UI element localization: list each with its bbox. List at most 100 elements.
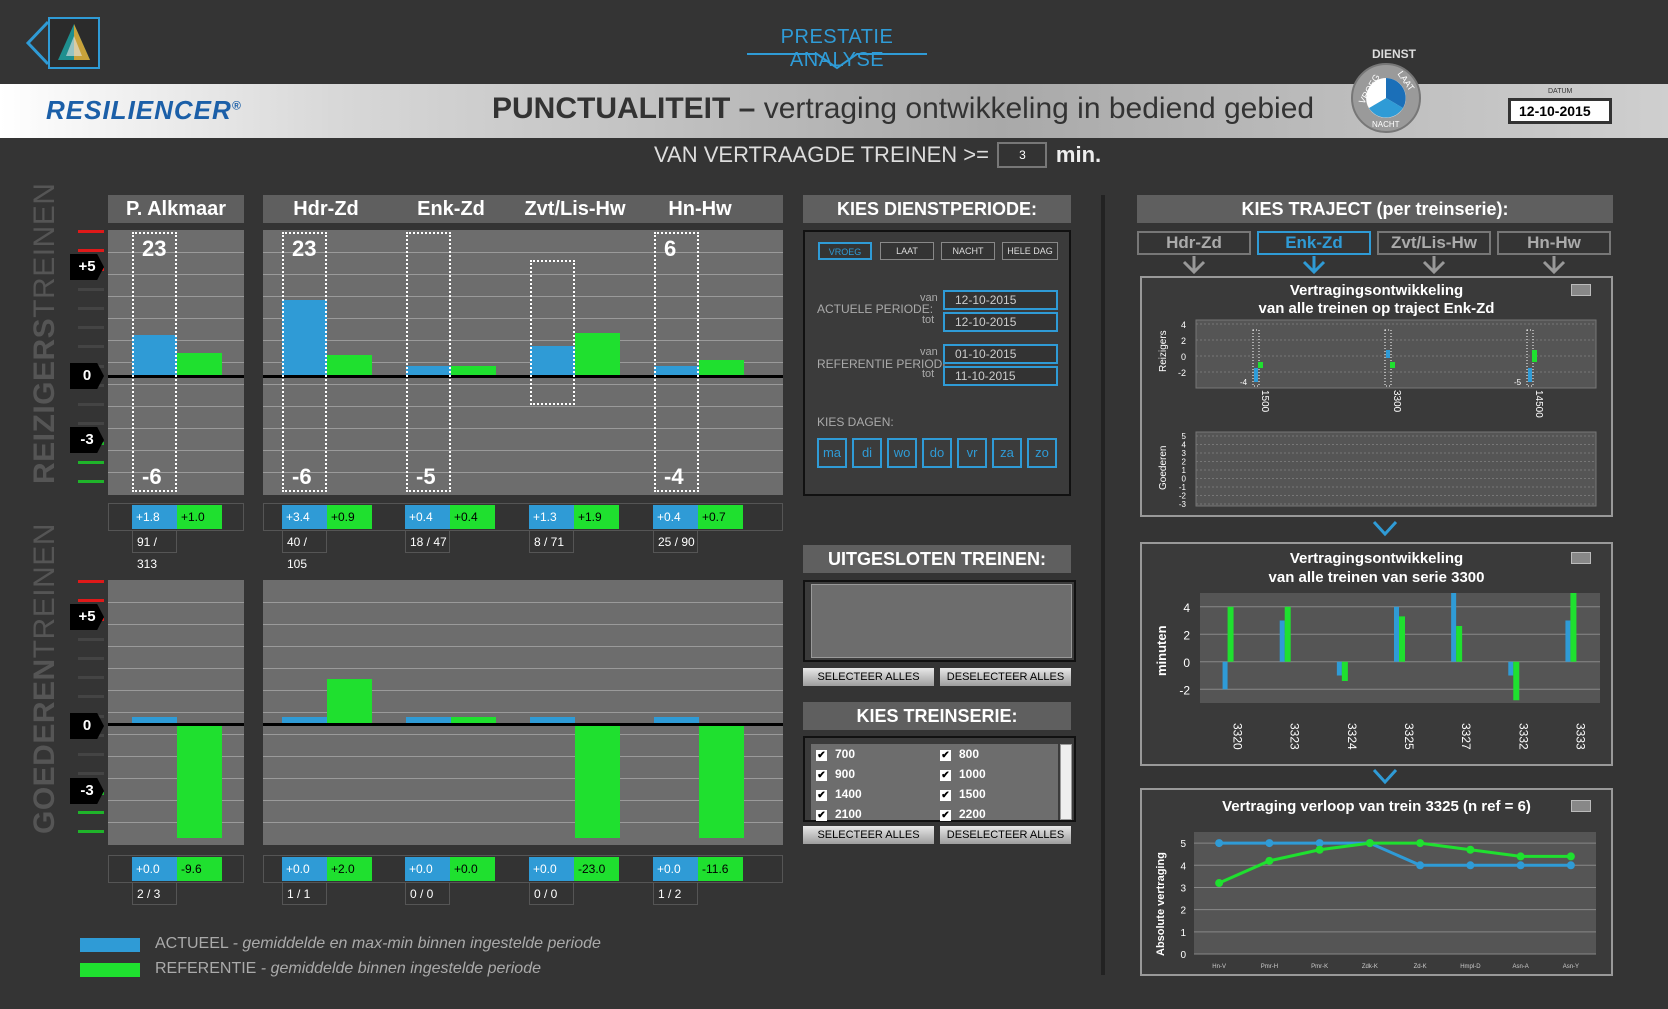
traject-chart-expand-icon[interactable] xyxy=(1571,284,1591,296)
tab-vroeg[interactable]: VROEG xyxy=(818,242,872,260)
y-tick-label: -1 xyxy=(1179,483,1187,492)
treinserie-checkbox-2200[interactable]: ✔ 2200 xyxy=(940,807,986,821)
legend-actueel-desc: - gemiddelde en max-min binnen ingesteld… xyxy=(232,935,601,952)
actuele-periode-label: ACTUELE PERIODE: xyxy=(817,302,934,316)
tot-label-1: tot xyxy=(922,314,935,326)
actuele-tot-input[interactable]: 12-10-2015 xyxy=(943,312,1058,332)
grid-line xyxy=(263,274,783,275)
dienst-dial[interactable]: VROEG LAAT NACHT xyxy=(1350,62,1422,134)
treinserie-deselect-all-button[interactable]: DESELECTEER ALLES xyxy=(940,826,1071,844)
tab-laat[interactable]: LAAT xyxy=(880,242,934,260)
treinserie-checkbox-1000[interactable]: ✔ 1000 xyxy=(940,767,986,781)
section-label-reizigers: REIZIGERSTREINEN xyxy=(28,183,62,484)
column-header-p-alkmaar: P. Alkmaar xyxy=(108,195,244,223)
y-tick-label: 2 xyxy=(1183,628,1190,642)
day-button-ma[interactable]: ma xyxy=(817,438,847,468)
traject-tab-hn-hw[interactable]: Hn-Hw xyxy=(1497,231,1611,255)
treinserie-list-inner xyxy=(811,744,1058,820)
grid-line xyxy=(263,602,783,603)
x-tick-label: Asn-Y xyxy=(1563,964,1579,970)
goederen-actueel-value: +0.0 xyxy=(529,857,574,881)
page-title-rest: vertraging ontwikkeling in bediend gebie… xyxy=(763,92,1315,125)
tab-nacht[interactable]: NACHT xyxy=(941,242,995,260)
grid-line xyxy=(263,778,783,779)
grid-line xyxy=(263,318,783,319)
y-badge-plus5-goederen: +5 xyxy=(70,604,104,630)
arrow-down-icon xyxy=(1542,256,1566,275)
grid-line xyxy=(263,340,783,341)
data-point xyxy=(1365,839,1374,848)
bar-actueel xyxy=(1254,368,1258,382)
ref-tot-input[interactable]: 11-10-2015 xyxy=(943,366,1058,386)
data-point xyxy=(1416,839,1425,848)
x-tick-label: 3324 xyxy=(1345,723,1359,750)
tab-hele-dag[interactable]: HELE DAG xyxy=(1002,242,1058,260)
treinserie-checkbox-700[interactable]: ✔ 700 xyxy=(816,747,855,761)
trein-chart-expand-icon[interactable] xyxy=(1571,800,1591,812)
treinserie-checkbox-2100[interactable]: ✔ 2100 xyxy=(816,807,862,821)
grid-line xyxy=(263,624,783,625)
y-tick-label: 5 xyxy=(1182,432,1187,441)
range-box xyxy=(1384,329,1392,387)
y-axis-label: Goederen xyxy=(1158,446,1169,490)
day-button-za[interactable]: za xyxy=(992,438,1022,468)
x-tick-label: Zd-K xyxy=(1414,964,1427,970)
section-label-goederen-a: GOEDEREN xyxy=(28,658,61,834)
section-label-goederen: GOEDERENTREINEN xyxy=(28,523,62,834)
scale-tick xyxy=(78,306,104,310)
bar-referentie xyxy=(1284,606,1291,662)
actuele-van-input[interactable]: 12-10-2015 xyxy=(943,290,1058,310)
dienst-option-nacht[interactable]: NACHT xyxy=(1372,120,1400,129)
arrow-down-icon xyxy=(1302,256,1326,275)
plot-area xyxy=(1195,431,1597,507)
bar-actueel xyxy=(1336,661,1342,676)
treinserie-checkbox-1500[interactable]: ✔ 1500 xyxy=(940,787,986,801)
traject-tab-zvt-lis-hw[interactable]: Zvt/Lis-Hw xyxy=(1377,231,1491,255)
day-button-wo[interactable]: wo xyxy=(887,438,917,468)
day-button-zo[interactable]: zo xyxy=(1027,438,1057,468)
back-button[interactable] xyxy=(22,16,102,70)
x-tick-label: 3325 xyxy=(1402,723,1416,750)
nav-title[interactable]: PRESTATIE ANALYSE xyxy=(747,26,927,72)
scale-tick xyxy=(78,230,104,233)
scale-tick xyxy=(78,637,104,641)
treinserie-checkbox-1400[interactable]: ✔ 1400 xyxy=(816,787,862,801)
trein-chart: 0 1 2 3 4 5 Absolute vertraging Hn-V Pmr-H Pmr-K Z… xyxy=(1155,832,1596,970)
goederen-actueel-value: +0.0 xyxy=(282,857,327,881)
bar-actueel xyxy=(530,346,575,375)
bar-referentie xyxy=(1532,350,1537,362)
serie-chart-expand-icon[interactable] xyxy=(1571,552,1591,564)
treinserie-scrollbar[interactable] xyxy=(1060,744,1072,820)
treinserie-checkbox-900[interactable]: ✔ 900 xyxy=(816,767,855,781)
bar-actueel xyxy=(406,366,451,375)
bar-referentie xyxy=(177,353,222,375)
brand-mark: ® xyxy=(231,98,242,113)
uitgesloten-list[interactable] xyxy=(803,580,1076,662)
goederen-chart-alkmaar xyxy=(108,580,244,845)
reizigers-chart-group: 23 -6 -5 6 -4 xyxy=(263,230,783,495)
traject-tab-hdr-zd[interactable]: Hdr-Zd xyxy=(1137,231,1251,255)
uitgesloten-deselect-all-button[interactable]: DESELECTEER ALLES xyxy=(940,668,1071,686)
brand-logo: RESILIENCER® xyxy=(46,95,242,126)
treinserie-label: 1000 xyxy=(959,767,986,781)
uitgesloten-select-all-button[interactable]: SELECTEER ALLES xyxy=(803,668,934,686)
datum-input[interactable]: 12-10-2015 xyxy=(1508,98,1612,124)
day-button-do[interactable]: do xyxy=(922,438,952,468)
treinserie-label: 2200 xyxy=(959,807,986,821)
traject-tab-enk-zd[interactable]: Enk-Zd xyxy=(1257,231,1371,255)
day-button-di[interactable]: di xyxy=(852,438,882,468)
range-max-label: 6 xyxy=(664,236,677,261)
x-tick-label: 3300 xyxy=(1391,390,1402,413)
grid-line xyxy=(263,252,783,253)
grid-line xyxy=(263,668,783,669)
delay-filter-input[interactable]: 3 xyxy=(997,142,1048,168)
y-tick-label: -3 xyxy=(1179,500,1187,509)
ref-van-input[interactable]: 01-10-2015 xyxy=(943,344,1058,364)
bar-actueel xyxy=(132,717,177,723)
bar-referentie xyxy=(1570,593,1577,662)
treinserie-checkbox-800[interactable]: ✔ 800 xyxy=(940,747,979,761)
day-button-vr[interactable]: vr xyxy=(957,438,987,468)
treinserie-list[interactable] xyxy=(803,736,1076,822)
treinserie-select-all-button[interactable]: SELECTEER ALLES xyxy=(803,826,934,844)
check-icon: ✔ xyxy=(940,790,951,801)
